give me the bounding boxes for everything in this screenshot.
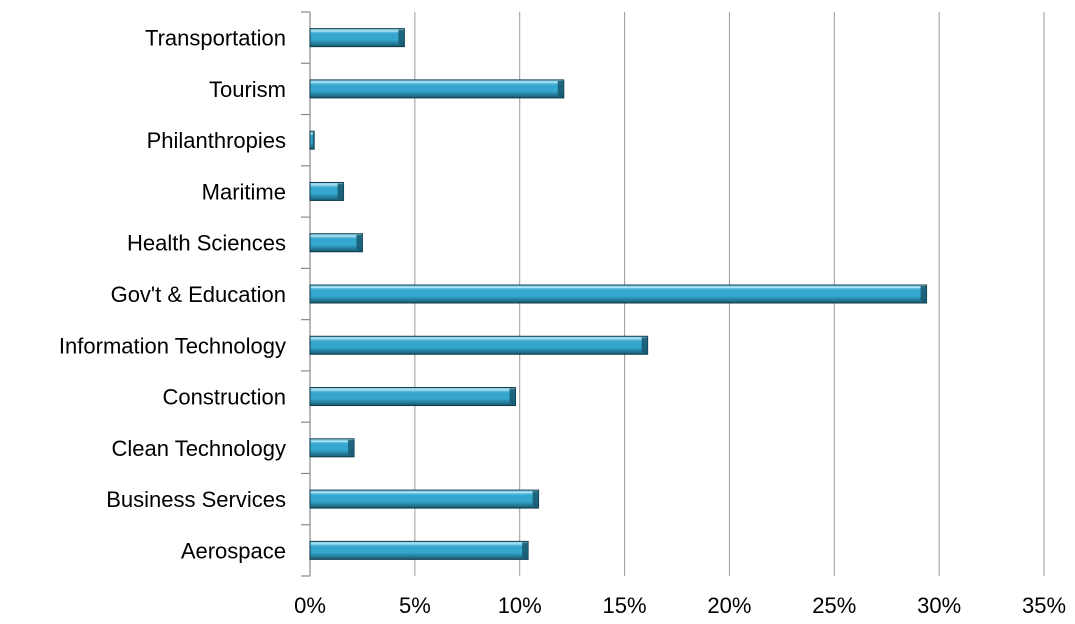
bar-end-bevel bbox=[532, 491, 539, 509]
bar-end-bevel bbox=[398, 29, 405, 47]
bar bbox=[309, 233, 363, 253]
axes bbox=[301, 11, 311, 577]
bar bbox=[309, 28, 405, 48]
category-label: Health Sciences bbox=[127, 231, 286, 256]
bar-end-bevel bbox=[356, 234, 363, 252]
category-labels: Transportation Tourism Philanthropies Marit… bbox=[59, 26, 286, 564]
x-tick-label: 15% bbox=[603, 593, 647, 618]
bar bbox=[309, 335, 649, 355]
bar-end-bevel bbox=[337, 183, 344, 201]
category-label: Clean Technology bbox=[112, 436, 287, 461]
x-tick-label: 35% bbox=[1022, 593, 1066, 618]
category-label: Aerospace bbox=[181, 538, 286, 563]
bar bbox=[309, 79, 565, 99]
bar-end-bevel bbox=[509, 388, 516, 406]
x-tick-label: 25% bbox=[812, 593, 856, 618]
x-tick-label: 5% bbox=[399, 593, 431, 618]
bar bbox=[309, 387, 517, 407]
x-tick-label: 20% bbox=[707, 593, 751, 618]
bar bbox=[309, 130, 315, 150]
bar bbox=[309, 284, 928, 304]
bar-end-bevel bbox=[348, 439, 355, 457]
category-label: Information Technology bbox=[59, 333, 286, 358]
category-label: Business Services bbox=[106, 487, 286, 512]
bar bbox=[309, 540, 529, 560]
bar-end-bevel bbox=[920, 286, 927, 303]
bar bbox=[309, 489, 540, 509]
bar bbox=[309, 438, 355, 458]
category-label: Philanthropies bbox=[147, 128, 286, 153]
x-tick-label: 10% bbox=[498, 593, 542, 618]
bar-end-bevel bbox=[641, 337, 648, 355]
x-tick-label: 30% bbox=[917, 593, 961, 618]
category-label: Transportation bbox=[145, 26, 286, 51]
bars bbox=[309, 28, 928, 560]
bar bbox=[309, 181, 345, 201]
category-label: Maritime bbox=[202, 179, 286, 204]
category-label: Gov't & Education bbox=[111, 282, 286, 307]
category-label: Tourism bbox=[209, 77, 286, 102]
bar-end-bevel bbox=[522, 542, 529, 560]
x-tick-labels: 0% 5% 10% 15% 20% 25% 30% 35% bbox=[294, 593, 1066, 618]
bar-end-bevel bbox=[557, 80, 564, 98]
x-tick-label: 0% bbox=[294, 593, 326, 618]
category-label: Construction bbox=[162, 385, 286, 410]
bar-end-bevel bbox=[312, 132, 315, 150]
